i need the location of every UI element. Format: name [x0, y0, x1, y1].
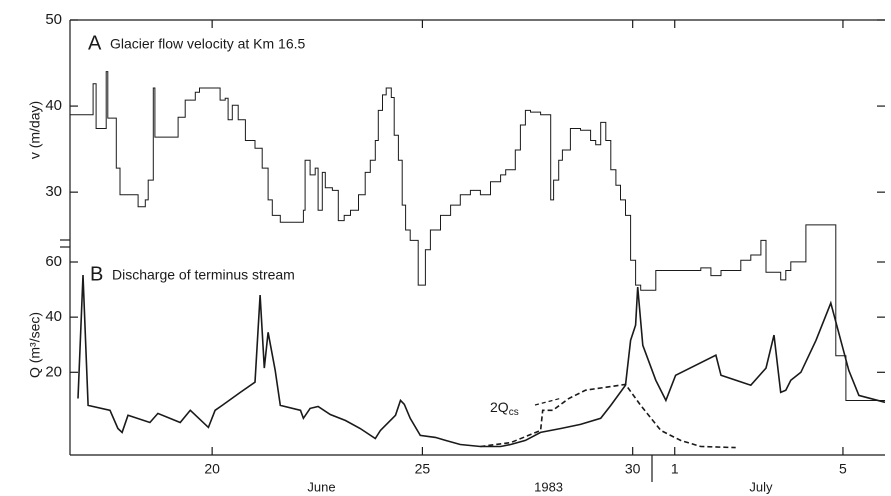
panel-title: Discharge of terminus stream [112, 267, 295, 283]
y-tick-label: 40 [45, 308, 62, 325]
x-tick-label: 25 [415, 461, 431, 477]
x-group-label: 1983 [534, 479, 563, 494]
panel-letter: A [88, 32, 102, 54]
x-tick-label: 20 [204, 461, 220, 477]
panel-title: Glacier flow velocity at Km 16.5 [110, 36, 306, 52]
x-tick-label: 30 [625, 461, 641, 477]
line [480, 383, 736, 449]
y-axis-label: Q (m³/sec) [27, 312, 43, 378]
x-group-label: June [307, 479, 335, 494]
annotation-arrow [534, 397, 563, 406]
y-tick-label: 20 [45, 363, 62, 380]
y-tick-label: 30 [45, 183, 62, 200]
annotation: 2Qcs [490, 399, 519, 418]
panel-letter: B [90, 263, 103, 285]
annotation-text: 2Q [490, 399, 509, 415]
annotation-subscript: cs [509, 407, 519, 418]
x-tick-label: 5 [839, 461, 847, 477]
step-line [70, 71, 885, 401]
y-tick-label: 50 [45, 11, 62, 28]
y-axis-label: v (m/day) [27, 101, 43, 159]
x-group-label: July [749, 479, 773, 494]
x-tick-label: 1 [671, 461, 679, 477]
y-tick-label: 40 [45, 97, 62, 114]
y-tick-label: 60 [45, 253, 62, 270]
line [77, 274, 886, 448]
